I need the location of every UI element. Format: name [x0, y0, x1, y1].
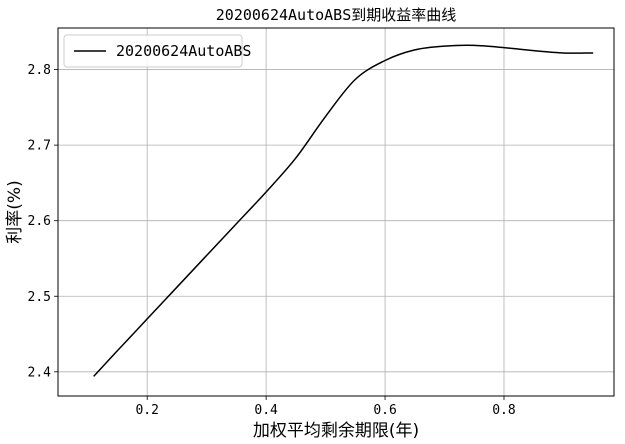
legend-label: 20200624AutoABS — [116, 42, 251, 60]
x-axis-label: 加权平均剩余期限(年) — [253, 421, 419, 441]
legend-box — [63, 34, 243, 68]
x-tick-label: 0.2 — [135, 403, 158, 418]
y-tick-label: 2.7 — [28, 139, 51, 154]
x-tick-label: 0.4 — [254, 403, 278, 418]
y-tick-label: 2.5 — [28, 290, 51, 305]
x-tick-label: 0.8 — [492, 403, 515, 418]
axis-ticks: 0.2 0.4 0.6 0.8 2.4 2.5 2.6 2.7 2.8 — [28, 63, 516, 418]
series-layer — [93, 44, 594, 377]
grid-lines — [58, 28, 614, 396]
chart-title: 20200624AutoABS到期收益率曲线 — [216, 6, 456, 24]
y-tick-label: 2.8 — [28, 63, 51, 78]
legend: 20200624AutoABS — [63, 34, 251, 68]
plot-frame — [57, 27, 615, 397]
x-tick-label: 0.6 — [373, 403, 396, 418]
series-line — [93, 44, 594, 377]
y-tick-label: 2.6 — [28, 214, 51, 229]
y-axis-label: 利率(%) — [5, 180, 25, 243]
y-tick-label: 2.4 — [28, 365, 52, 380]
